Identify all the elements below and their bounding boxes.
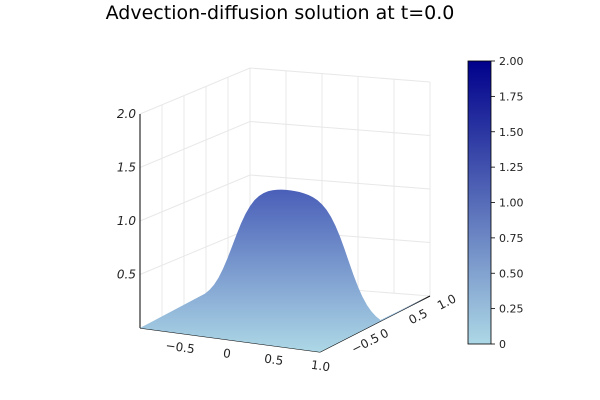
colorbar-tick-label: 1.00 <box>499 197 524 210</box>
colorbar: 0 0.25 0.50 0.75 1.00 1.25 1.50 1.75 2.00 <box>467 55 524 351</box>
colorbar-tick-label: 0 <box>499 338 506 351</box>
colorbar-tick-label: 2.00 <box>499 55 524 68</box>
axis-tick-labels: −0.5 0 0.5 1.0−0.500.51.00.51.01.52.0 <box>117 107 458 374</box>
3d-grid <box>139 67 431 329</box>
colorbar-tick-label: 1.25 <box>499 161 524 174</box>
x-tick-label: 0.5 <box>263 352 284 369</box>
y-tick-label: 0 <box>378 326 391 342</box>
z-tick-label: 2.0 <box>117 107 136 121</box>
x-tick-label: 1.0 <box>310 358 331 375</box>
y-tick-label: 1.0 <box>435 292 458 313</box>
colorbar-gradient <box>467 60 492 345</box>
x-tick-label: −0.5 <box>165 338 196 356</box>
colorbar-tick-label: 0.50 <box>499 267 524 280</box>
z-tick-label: 0.5 <box>117 268 136 282</box>
colorbar-tick-label: 0.75 <box>499 232 524 245</box>
x-tick-label: 0 <box>222 346 232 361</box>
colorbar-tick-label: 0.25 <box>499 303 524 316</box>
y-tick-label: 0.5 <box>406 306 429 327</box>
z-tick-label: 1.5 <box>117 161 136 175</box>
surface-mesh <box>140 189 430 352</box>
colorbar-tick-label: 1.75 <box>499 90 524 103</box>
z-tick-label: 1.0 <box>117 214 136 228</box>
colorbar-tick-label: 1.50 <box>499 126 524 139</box>
chart-title: Advection-diffusion solution at t=0.0 <box>105 2 455 24</box>
